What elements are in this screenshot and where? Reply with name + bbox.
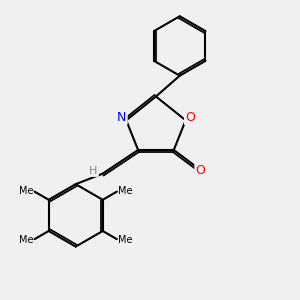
Text: Me: Me (19, 186, 33, 196)
Text: Me: Me (118, 235, 133, 245)
Text: O: O (196, 164, 206, 177)
Text: Me: Me (19, 235, 33, 245)
Text: H: H (89, 166, 98, 176)
Text: N: N (117, 111, 127, 124)
Text: O: O (185, 111, 195, 124)
Text: Me: Me (118, 186, 133, 196)
